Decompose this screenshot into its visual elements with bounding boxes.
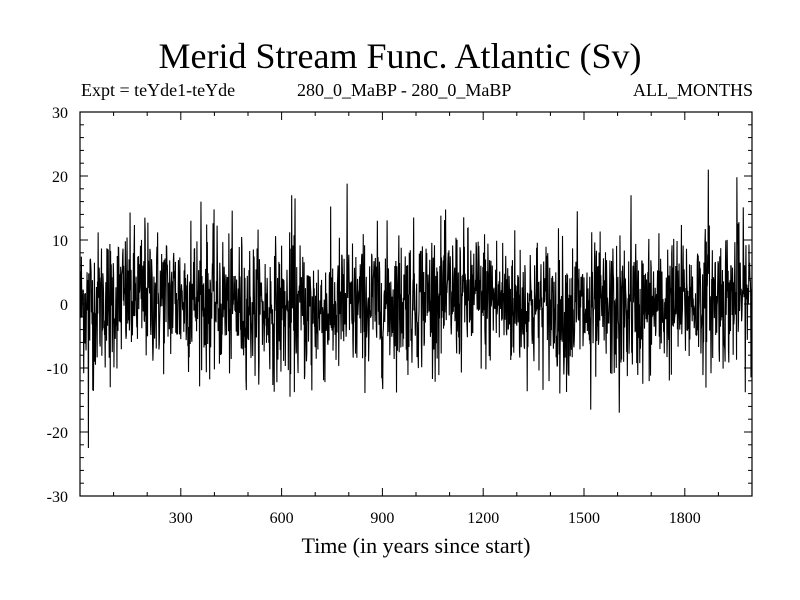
y-tick-label: -20 [47, 425, 68, 442]
x-tick-label: 600 [270, 510, 294, 527]
y-tick-label: -30 [47, 489, 68, 506]
y-tick-label: -10 [47, 361, 68, 378]
x-tick-label: 1800 [669, 510, 701, 527]
y-tick-label: 30 [52, 105, 68, 122]
x-tick-label: 1500 [568, 510, 600, 527]
x-tick-label: 1200 [467, 510, 499, 527]
x-tick-label: 300 [169, 510, 193, 527]
months-label: ALL_MONTHS [633, 80, 753, 100]
plot-frame [79, 111, 753, 497]
x-axis-title: Time (in years since start) [302, 533, 531, 558]
y-tick-label: 20 [52, 169, 68, 186]
chart-title: Merid Stream Func. Atlantic (Sv) [158, 36, 642, 76]
x-tick-label: 900 [370, 510, 394, 527]
period-label: 280_0_MaBP - 280_0_MaBP [297, 80, 512, 100]
experiment-label: Expt = teYde1-teYde [81, 80, 236, 100]
y-tick-label: 10 [52, 233, 68, 250]
x-axis-ticks: 300 600 900 1200 1500 1800 [113, 112, 719, 527]
y-tick-label: 0 [60, 297, 68, 314]
series-line [79, 169, 753, 449]
